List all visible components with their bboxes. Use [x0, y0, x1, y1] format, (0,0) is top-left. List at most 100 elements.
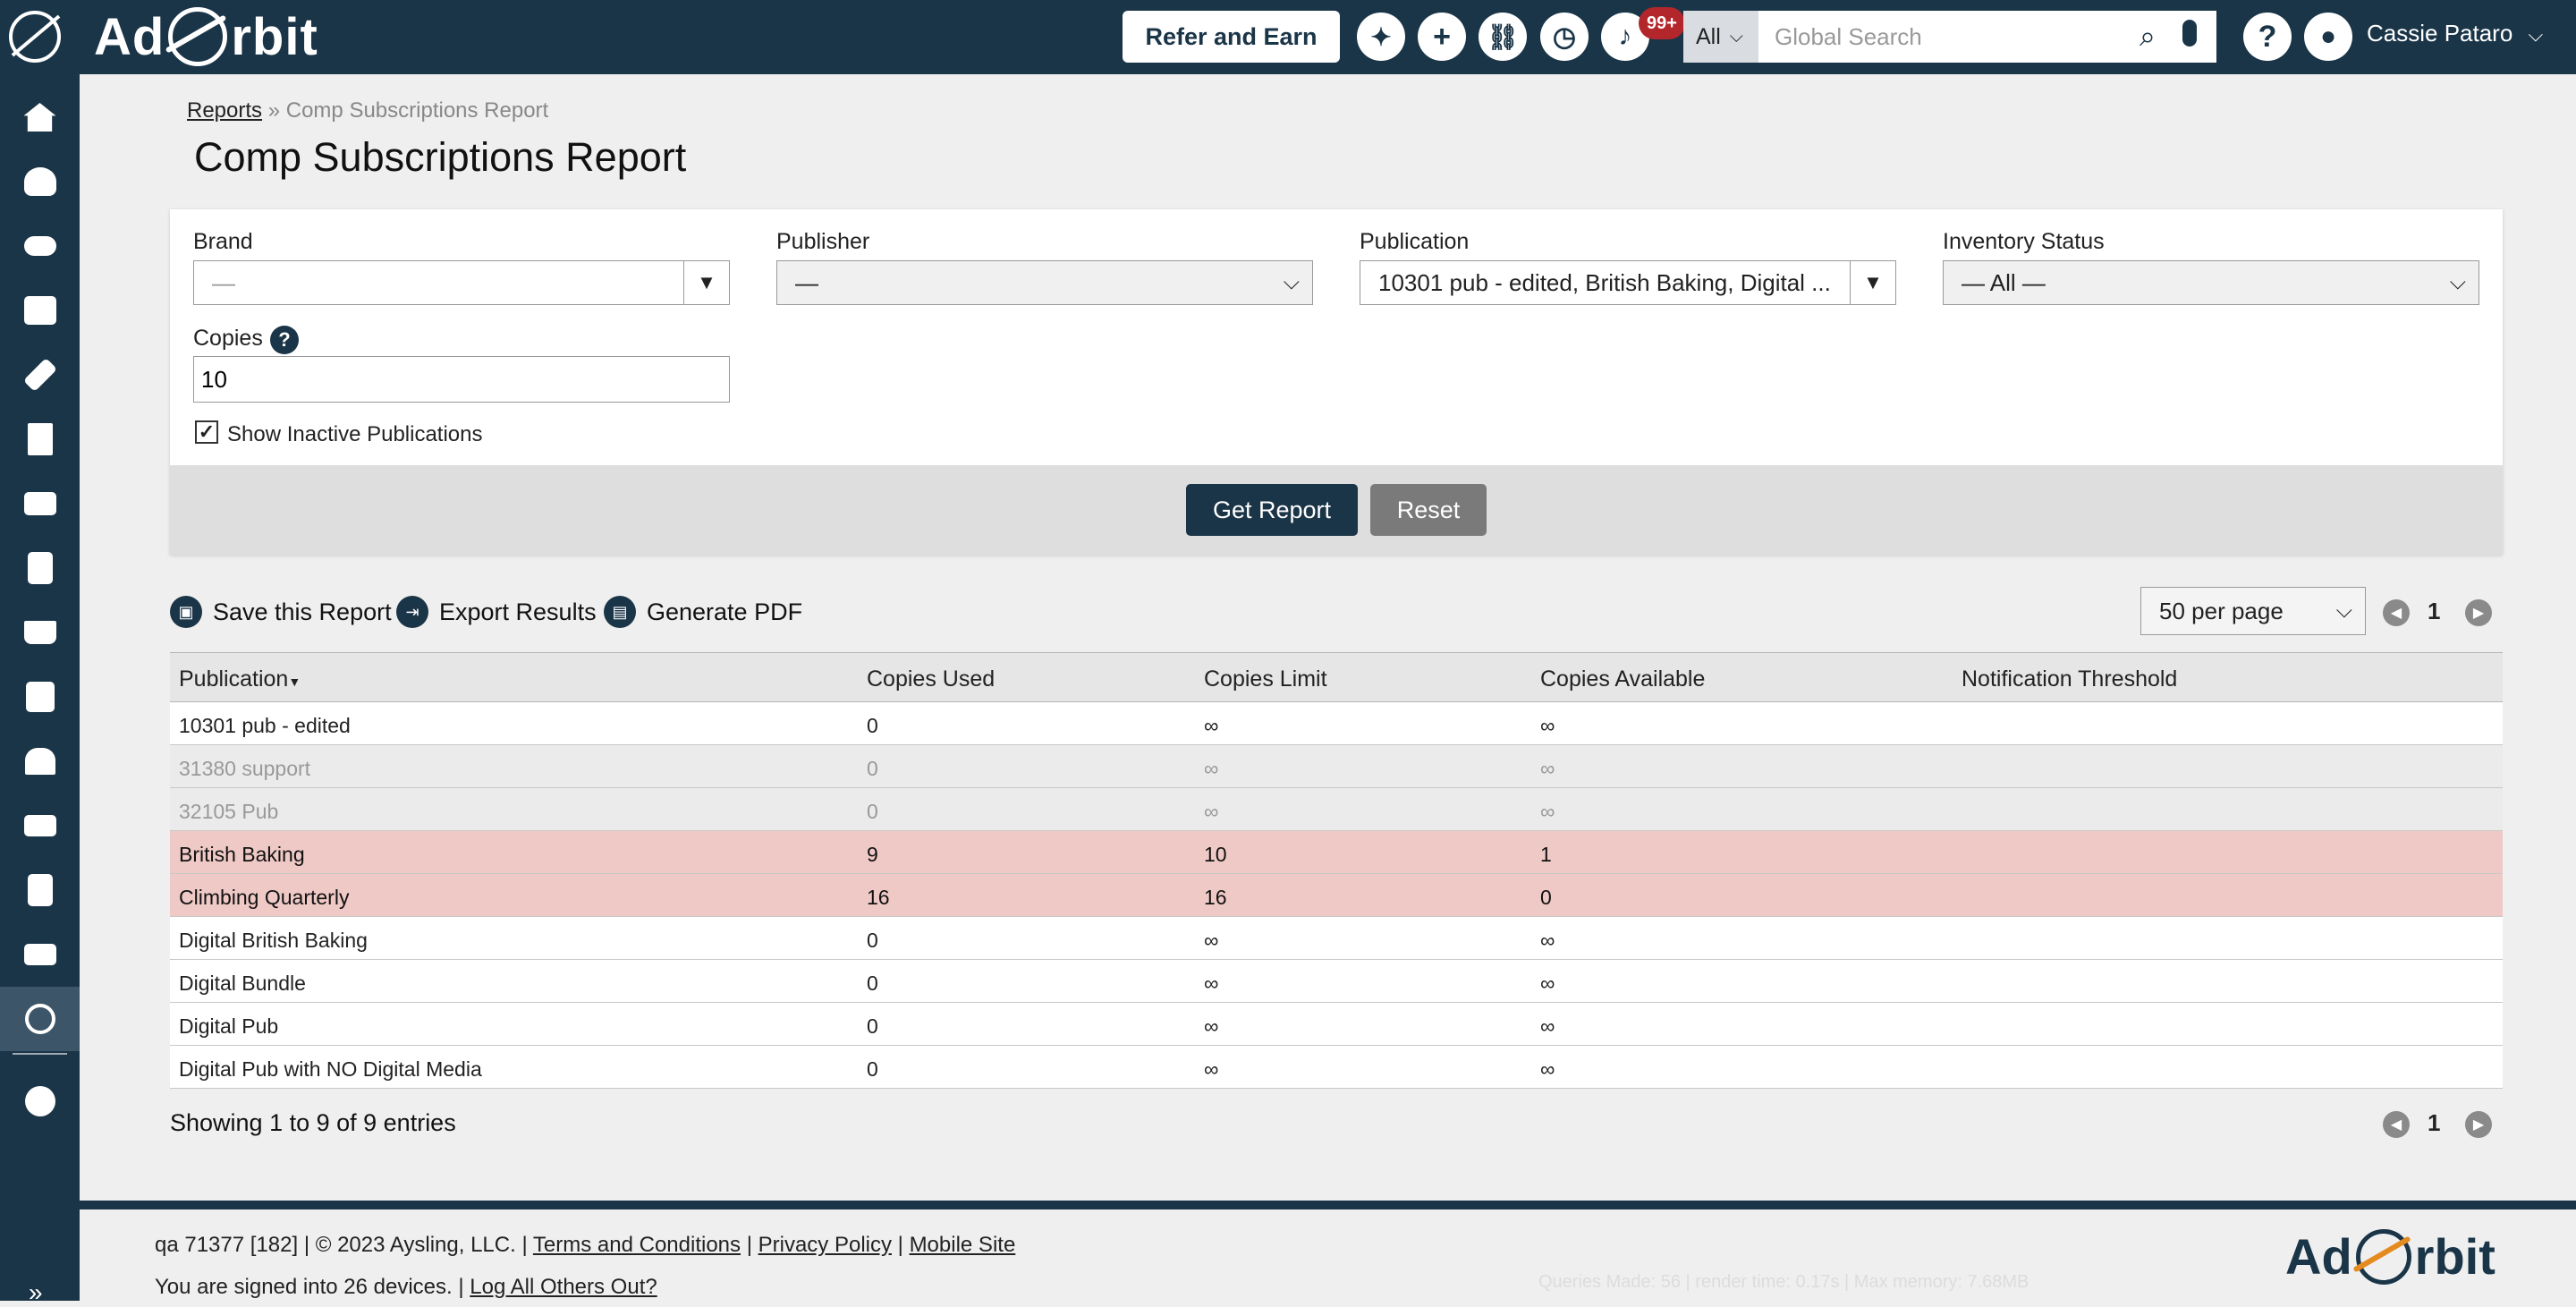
sidebar-item-contacts[interactable]: [0, 149, 80, 214]
cell-copies-available: 1: [1540, 843, 1552, 866]
help-icon[interactable]: ?: [2243, 13, 2292, 61]
logout-others-link[interactable]: Log All Others Out?: [470, 1275, 657, 1299]
column-header-notification-threshold[interactable]: Notification Threshold: [1962, 666, 2178, 692]
plus-icon[interactable]: +: [1418, 13, 1466, 61]
cell-publication: 31380 support: [179, 757, 311, 780]
chevron-down-icon: ⌵: [2449, 270, 2466, 294]
sidebar-item-home[interactable]: [0, 85, 80, 149]
caret-down-icon: ▼: [1850, 261, 1895, 304]
user-avatar-icon[interactable]: ●: [2304, 13, 2352, 61]
invoice-icon: [27, 423, 53, 455]
sidebar-item-mailbox[interactable]: [0, 729, 80, 794]
inventory-status-label: Inventory Status: [1943, 229, 2105, 254]
copies-input[interactable]: [193, 356, 730, 403]
terms-link[interactable]: Terms and Conditions: [532, 1233, 741, 1257]
history-icon[interactable]: ◷: [1540, 13, 1589, 61]
sidebar-item-subscriptions[interactable]: [0, 987, 80, 1051]
save-report-action[interactable]: ▣ Save this Report: [170, 594, 392, 630]
sidebar-item-tickets[interactable]: [0, 343, 80, 407]
cell-copies-limit: 10: [1204, 843, 1227, 866]
calendar-icon: [25, 682, 55, 712]
brand-select[interactable]: — ▼: [193, 260, 730, 305]
cell-copies-used: 0: [867, 757, 878, 780]
per-page-select[interactable]: 50 per page ⌵: [2140, 587, 2366, 635]
help-icon[interactable]: ?: [270, 326, 299, 354]
page-number[interactable]: 1: [2428, 598, 2441, 624]
build-info: qa 71377 [182] | © 2023 Aysling, LLC. |: [155, 1233, 528, 1257]
inventory-status-value: — All —: [1962, 268, 2046, 296]
page-title: Comp Subscriptions Report: [194, 134, 687, 180]
sidebar-item-tasks[interactable]: [0, 536, 80, 600]
publisher-select[interactable]: — ⌵: [776, 260, 1313, 305]
footer: qa 71377 [182] | © 2023 Aysling, LLC. | …: [80, 1201, 2576, 1301]
sidebar: »: [0, 74, 80, 1306]
cell-copies-available: ∞: [1540, 714, 1555, 737]
refer-and-earn-button[interactable]: Refer and Earn: [1123, 11, 1340, 63]
expand-sidebar-icon[interactable]: »: [29, 1278, 43, 1306]
privacy-link[interactable]: Privacy Policy: [758, 1233, 892, 1257]
app-logo[interactable]: Ad rbit: [94, 7, 318, 66]
column-header-publication[interactable]: Publication▼: [179, 666, 301, 692]
show-inactive-checkbox[interactable]: ✓: [195, 420, 218, 444]
delivery-icon: [23, 815, 56, 836]
next-page-button-bottom[interactable]: ▶: [2465, 1111, 2492, 1138]
cell-copies-used: 0: [867, 714, 878, 737]
footer-logo-left: Ad: [2285, 1228, 2352, 1285]
cell-copies-limit: ∞: [1204, 1014, 1219, 1038]
logo-text-left: Ad: [94, 7, 165, 66]
sidebar-item-mail[interactable]: [0, 922, 80, 987]
search-icon[interactable]: ⌕: [2140, 20, 2156, 52]
column-header-copies-limit[interactable]: Copies Limit: [1204, 666, 1327, 692]
table-row: Climbing Quarterly 16 16 0: [170, 874, 2503, 917]
cell-publication: Digital Bundle: [179, 972, 306, 995]
sidebar-item-billing[interactable]: [0, 471, 80, 536]
prev-page-button-bottom[interactable]: ◀: [2383, 1111, 2410, 1138]
home-icon: [23, 103, 56, 132]
export-results-label: Export Results: [439, 598, 597, 625]
column-header-label: Publication: [179, 666, 289, 692]
next-page-button[interactable]: ▶: [2465, 599, 2492, 626]
sidebar-item-delivery[interactable]: [0, 794, 80, 858]
handshake-icon: [23, 236, 56, 256]
get-report-button-main[interactable]: Get Report: [1186, 484, 1358, 536]
sidebar-item-invoices[interactable]: [0, 407, 80, 471]
link-icon[interactable]: ⛓: [1479, 13, 1527, 61]
prev-page-button[interactable]: ◀: [2383, 599, 2410, 626]
cell-copies-available: ∞: [1540, 1057, 1555, 1081]
generate-pdf-action[interactable]: ▤ Generate PDF: [604, 594, 802, 630]
microphone-icon[interactable]: [2182, 20, 2197, 47]
cell-copies-available: ∞: [1540, 972, 1555, 995]
table-row: 10301 pub - edited 0 ∞ ∞: [170, 702, 2503, 745]
search-scope-select[interactable]: All ⌵: [1683, 11, 1758, 63]
cell-copies-available: ∞: [1540, 757, 1555, 780]
logo-text-right: rbit: [231, 7, 318, 66]
inventory-status-select[interactable]: — All — ⌵: [1943, 260, 2479, 305]
sidebar-item-settings[interactable]: [0, 1069, 80, 1133]
user-menu[interactable]: Cassie Pataro ⌵: [2367, 20, 2543, 47]
table-row: British Baking 9 10 1: [170, 831, 2503, 874]
column-header-copies-used[interactable]: Copies Used: [867, 666, 996, 692]
sidebar-item-w2[interactable]: [0, 858, 80, 922]
table-row: Digital Pub with NO Digital Media 0 ∞ ∞: [170, 1046, 2503, 1089]
export-icon: ⇥: [396, 596, 428, 628]
global-search-input[interactable]: [1758, 11, 2216, 63]
table-row: Digital Bundle 0 ∞ ∞: [170, 960, 2503, 1003]
pdf-icon: ▤: [604, 596, 636, 628]
publication-select[interactable]: 10301 pub - edited, British Baking, Digi…: [1360, 260, 1896, 305]
sidebar-item-media[interactable]: [0, 278, 80, 343]
sidebar-item-orders[interactable]: [0, 600, 80, 665]
party-icon[interactable]: ✦: [1357, 13, 1405, 61]
reset-button[interactable]: Reset: [1370, 484, 1487, 536]
breadcrumb-separator: »: [267, 98, 281, 123]
column-header-copies-available[interactable]: Copies Available: [1540, 666, 1706, 692]
page-number-bottom[interactable]: 1: [2428, 1109, 2441, 1136]
breadcrumb-reports-link[interactable]: Reports: [187, 98, 263, 123]
export-results-action[interactable]: ⇥ Export Results: [396, 594, 597, 630]
sidebar-item-calendar[interactable]: [0, 665, 80, 729]
mobile-site-link[interactable]: Mobile Site: [909, 1233, 1016, 1257]
cell-copies-limit: 16: [1204, 886, 1227, 909]
globe-icon[interactable]: [9, 11, 61, 63]
cell-copies-used: 0: [867, 800, 878, 823]
cell-copies-available: ∞: [1540, 800, 1555, 823]
sidebar-item-deals[interactable]: [0, 214, 80, 278]
